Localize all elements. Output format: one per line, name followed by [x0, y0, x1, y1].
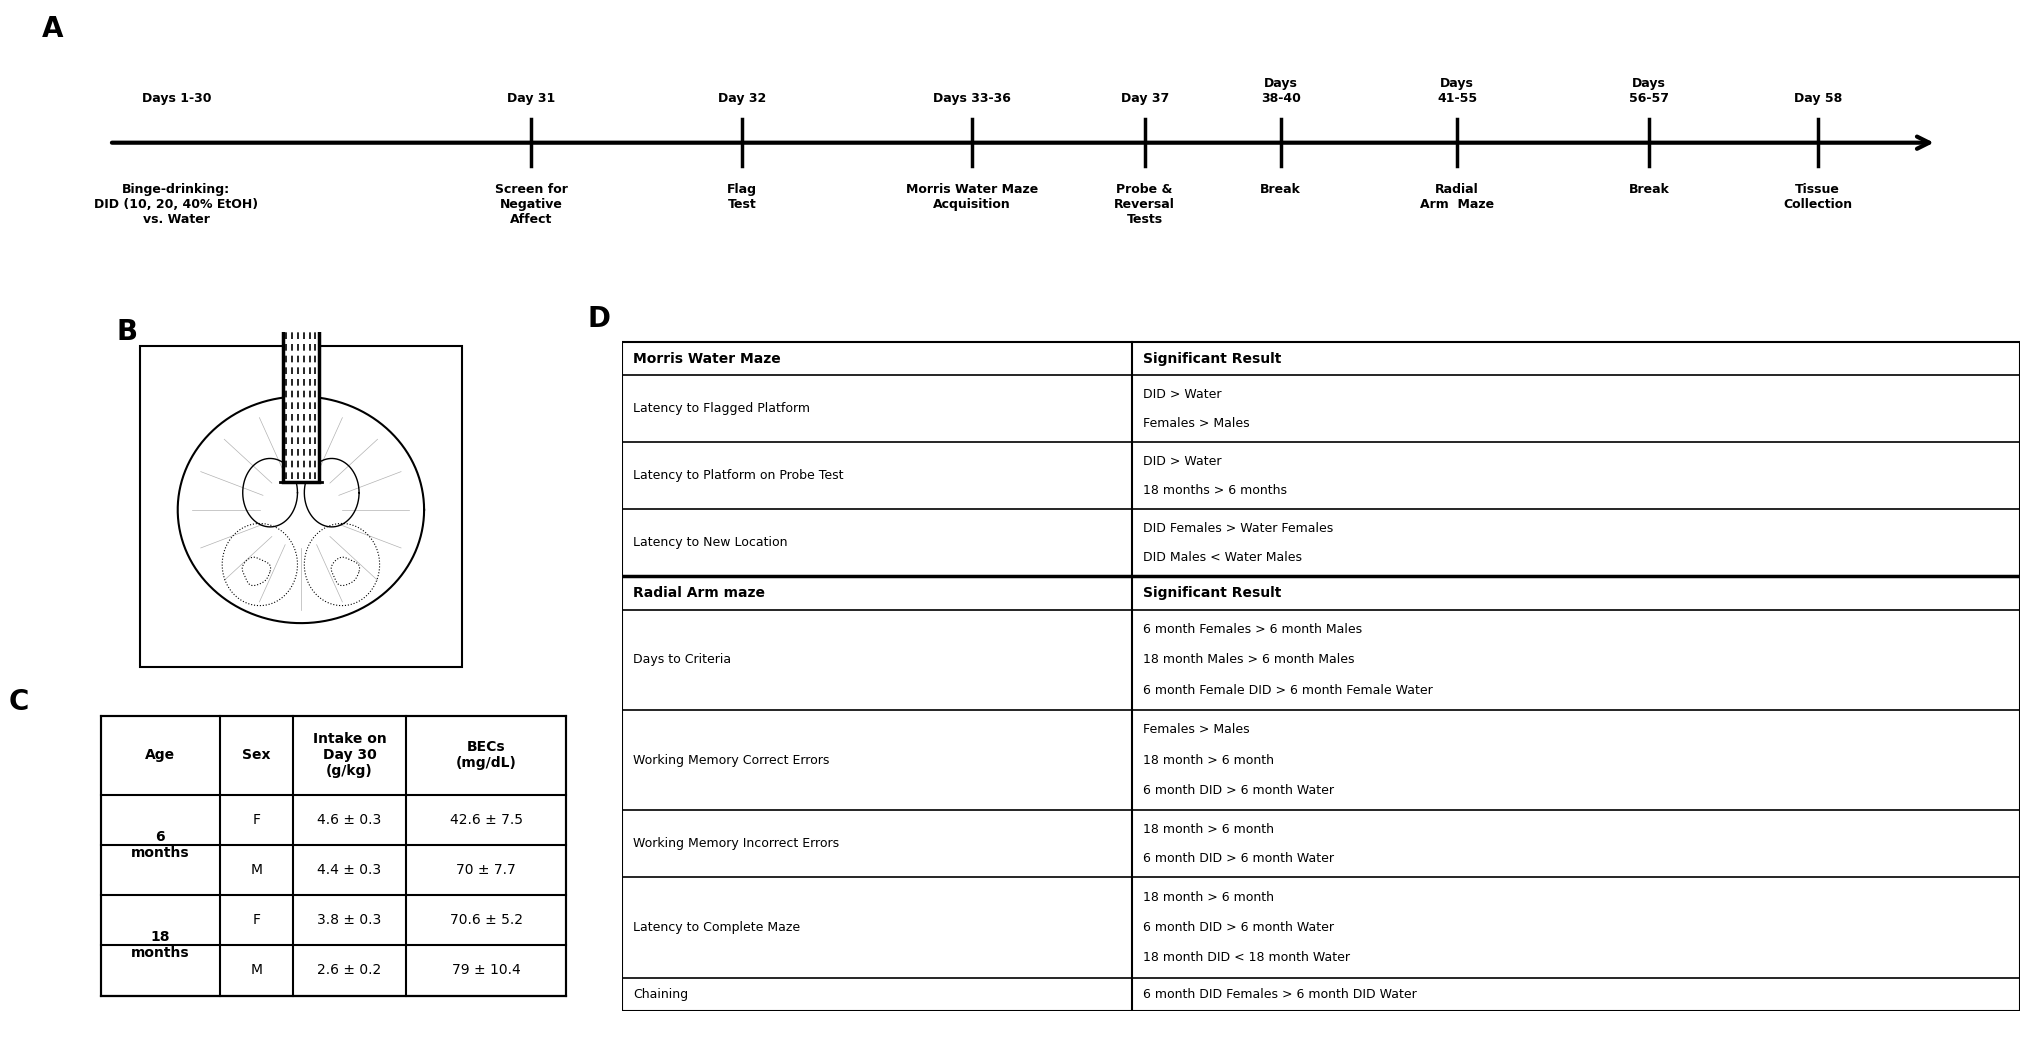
Text: M: M [251, 963, 263, 978]
Text: Working Memory Correct Errors: Working Memory Correct Errors [632, 754, 830, 766]
Text: Significant Result: Significant Result [1144, 352, 1280, 366]
Text: 18 month > 6 month: 18 month > 6 month [1144, 891, 1274, 903]
Text: Morris Water Maze
Acquisition: Morris Water Maze Acquisition [905, 184, 1038, 212]
Text: Flag
Test: Flag Test [726, 184, 756, 212]
Text: Days to Criteria: Days to Criteria [632, 653, 732, 667]
Text: Radial
Arm  Maze: Radial Arm Maze [1419, 184, 1493, 212]
Text: Probe &
Reversal
Tests: Probe & Reversal Tests [1113, 184, 1174, 226]
Text: 4.4 ± 0.3: 4.4 ± 0.3 [318, 863, 381, 877]
Text: Latency to Flagged Platform: Latency to Flagged Platform [632, 402, 809, 416]
Text: Latency to Platform on Probe Test: Latency to Platform on Probe Test [632, 470, 844, 482]
Text: Days 33-36: Days 33-36 [932, 92, 1011, 105]
Text: 6 month DID > 6 month Water: 6 month DID > 6 month Water [1144, 851, 1334, 865]
Text: D: D [587, 305, 610, 333]
Text: 6 month Females > 6 month Males: 6 month Females > 6 month Males [1144, 623, 1362, 636]
Text: 2.6 ± 0.2: 2.6 ± 0.2 [318, 963, 381, 978]
Text: M: M [251, 863, 263, 877]
Text: Break: Break [1627, 184, 1668, 196]
Text: 70.6 ± 5.2: 70.6 ± 5.2 [449, 914, 522, 927]
Text: DID Males < Water Males: DID Males < Water Males [1144, 551, 1301, 564]
Text: DID Females > Water Females: DID Females > Water Females [1144, 522, 1334, 535]
Text: Day 31: Day 31 [506, 92, 555, 105]
Bar [283, 329, 318, 482]
Text: Latency to New Location: Latency to New Location [632, 536, 787, 550]
Text: Sex: Sex [243, 748, 271, 762]
Text: DID > Water: DID > Water [1144, 455, 1221, 468]
Text: DID > Water: DID > Water [1144, 388, 1221, 401]
Text: 18 months > 6 months: 18 months > 6 months [1144, 484, 1287, 497]
Text: Significant Result: Significant Result [1144, 586, 1280, 600]
Text: Days
56-57: Days 56-57 [1629, 77, 1668, 105]
Text: Days
38-40: Days 38-40 [1260, 77, 1301, 105]
Text: 6 month DID > 6 month Water: 6 month DID > 6 month Water [1144, 784, 1334, 797]
Text: 18 month > 6 month: 18 month > 6 month [1144, 754, 1274, 766]
Text: B: B [116, 318, 137, 346]
Text: Radial Arm maze: Radial Arm maze [632, 586, 765, 600]
Text: Break: Break [1260, 184, 1301, 196]
Text: C: C [8, 688, 29, 716]
Text: 6 month DID > 6 month Water: 6 month DID > 6 month Water [1144, 921, 1334, 934]
Text: Days
41-55: Days 41-55 [1435, 77, 1476, 105]
Text: 6 month DID Females > 6 month DID Water: 6 month DID Females > 6 month DID Water [1144, 988, 1417, 1001]
Text: Age: Age [145, 748, 175, 762]
Text: 3.8 ± 0.3: 3.8 ± 0.3 [318, 914, 381, 927]
Text: Day 32: Day 32 [718, 92, 767, 105]
Bar [100, 716, 565, 996]
Text: Females > Males: Females > Males [1144, 723, 1250, 736]
Text: 18 month Males > 6 month Males: 18 month Males > 6 month Males [1144, 653, 1354, 667]
Text: 18
months: 18 months [130, 930, 190, 960]
Text: Intake on
Day 30
(g/kg): Intake on Day 30 (g/kg) [312, 732, 385, 779]
Text: 4.6 ± 0.3: 4.6 ± 0.3 [318, 813, 381, 826]
Text: Binge-drinking:
DID (10, 20, 40% EtOH)
vs. Water: Binge-drinking: DID (10, 20, 40% EtOH) v… [94, 184, 259, 226]
Text: 42.6 ± 7.5: 42.6 ± 7.5 [449, 813, 522, 826]
Text: F: F [253, 813, 261, 826]
Text: Morris Water Maze: Morris Water Maze [632, 352, 781, 366]
Text: Day 58: Day 58 [1792, 92, 1841, 105]
Text: Working Memory Incorrect Errors: Working Memory Incorrect Errors [632, 837, 840, 850]
Text: BECs
(mg/dL): BECs (mg/dL) [455, 740, 516, 770]
Text: 6
months: 6 months [130, 830, 190, 860]
Text: Days 1-30: Days 1-30 [141, 92, 210, 105]
Bar [283, 329, 318, 482]
Text: Tissue
Collection: Tissue Collection [1782, 184, 1851, 212]
Text: Day 37: Day 37 [1119, 92, 1168, 105]
Text: 79 ± 10.4: 79 ± 10.4 [451, 963, 520, 978]
Text: A: A [43, 15, 63, 43]
Text: Females > Males: Females > Males [1144, 417, 1250, 430]
Text: Chaining: Chaining [632, 988, 689, 1001]
Text: 18 month DID < 18 month Water: 18 month DID < 18 month Water [1144, 951, 1350, 964]
Text: 70 ± 7.7: 70 ± 7.7 [457, 863, 516, 877]
Text: F: F [253, 914, 261, 927]
Text: Screen for
Negative
Affect: Screen for Negative Affect [493, 184, 567, 226]
Text: 6 month Female DID > 6 month Female Water: 6 month Female DID > 6 month Female Wate… [1144, 683, 1433, 697]
Text: Latency to Complete Maze: Latency to Complete Maze [632, 921, 799, 934]
Text: 18 month > 6 month: 18 month > 6 month [1144, 822, 1274, 836]
